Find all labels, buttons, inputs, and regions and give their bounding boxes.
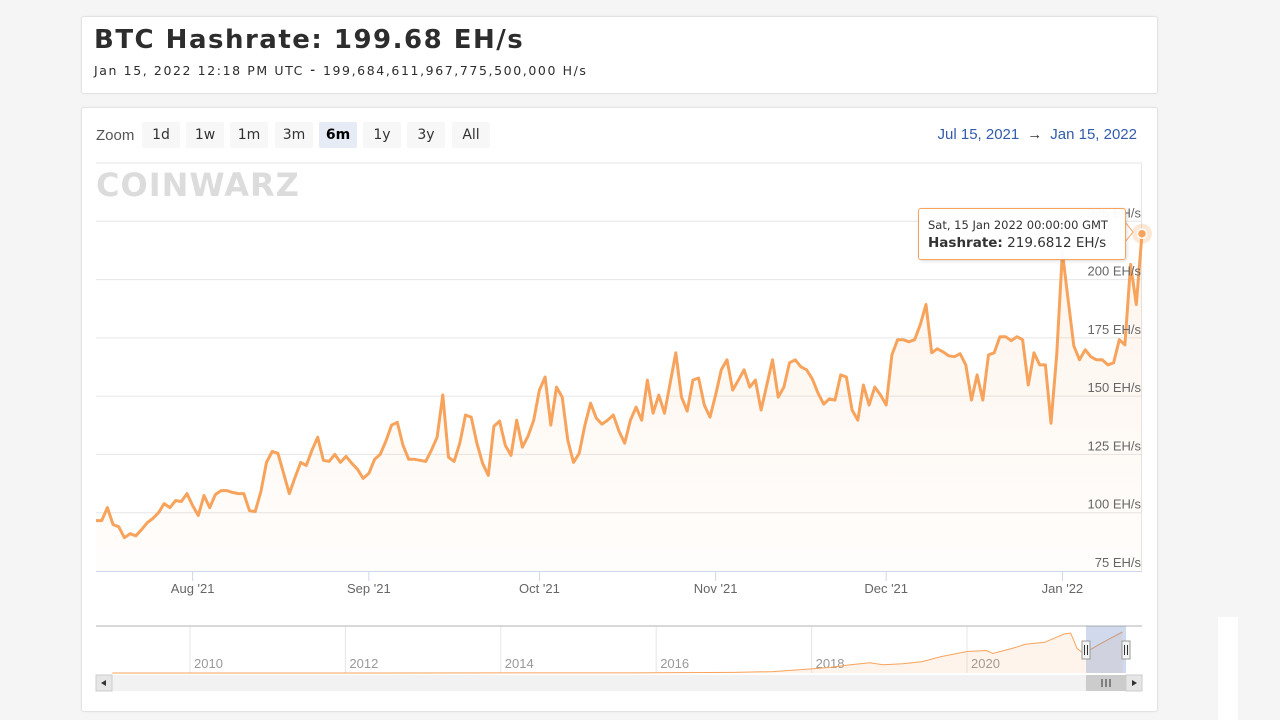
x-tick-label: Sep '21	[347, 581, 391, 596]
navigator-handle-left[interactable]	[1081, 640, 1091, 660]
tooltip-pointer	[1124, 221, 1134, 243]
navigator-area	[96, 632, 1123, 673]
x-tick-label: Nov '21	[694, 581, 738, 596]
x-tick-label: Jan '22	[1042, 581, 1084, 596]
range-button-3y[interactable]: 3y	[407, 122, 445, 148]
range-button-3m[interactable]: 3m	[275, 122, 313, 148]
decorative-shape	[1218, 617, 1238, 720]
x-tick-label: Dec '21	[864, 581, 908, 596]
range-button-1y[interactable]: 1y	[363, 122, 401, 148]
date-range: Jul 15, 2021 → Jan 15, 2022	[938, 126, 1137, 143]
range-to[interactable]: Jan 15, 2022	[1050, 126, 1137, 143]
navigator-tick-label: 2020	[971, 656, 1000, 671]
tooltip-series-label: Hashrate:	[928, 235, 1003, 251]
range-button-1d[interactable]: 1d	[142, 122, 180, 148]
scrollbar-track[interactable]	[96, 675, 1142, 691]
navigator-tick-label: 2016	[660, 656, 689, 671]
y-tick-label: 100 EH/s	[1088, 497, 1142, 512]
y-tick-label: 175 EH/s	[1088, 322, 1142, 337]
page-subtitle: Jan 15, 2022 12:18 PM UTC ⁃ 199,684,611,…	[94, 63, 588, 78]
tooltip: Sat, 15 Jan 2022 00:00:00 GMT Hashrate: …	[918, 208, 1126, 260]
range-button-6m[interactable]: 6m	[319, 122, 357, 148]
y-tick-label: 150 EH/s	[1088, 380, 1142, 395]
series-area	[96, 233, 1142, 571]
navigator-tick-label: 2010	[194, 656, 223, 671]
range-button-all[interactable]: All	[452, 122, 490, 148]
y-tick-label: 200 EH/s	[1088, 264, 1142, 279]
range-button-1m[interactable]: 1m	[230, 122, 268, 148]
navigator-tick-label: 2014	[505, 656, 534, 671]
navigator-line	[112, 631, 1123, 674]
zoom-label: Zoom	[96, 127, 135, 144]
series-line	[96, 233, 1144, 540]
range-button-1w[interactable]: 1w	[186, 122, 224, 148]
tooltip-value: 219.6812 EH/s	[1007, 235, 1107, 251]
y-tick-label: 125 EH/s	[1088, 438, 1142, 453]
navigator-tick-label: 2018	[816, 656, 845, 671]
arrow-right-icon	[1132, 680, 1137, 686]
hover-point-marker	[1136, 228, 1148, 239]
navigator-background	[96, 626, 1142, 673]
x-tick-label: Aug '21	[171, 581, 215, 596]
tooltip-date: Sat, 15 Jan 2022 00:00:00 GMT	[928, 218, 1108, 232]
arrow-left-icon	[101, 680, 106, 686]
arrow-right-icon: →	[1027, 126, 1043, 143]
navigator-tick-label: 2012	[349, 656, 378, 671]
y-tick-label: 75 EH/s	[1095, 555, 1142, 570]
x-tick-label: Oct '21	[519, 581, 560, 596]
page-title: BTC Hashrate: 199.68 EH/s	[94, 25, 525, 55]
navigator-selection[interactable]	[1086, 626, 1126, 673]
navigator-handle-right[interactable]	[1121, 640, 1131, 660]
range-from[interactable]: Jul 15, 2021	[937, 126, 1020, 143]
header-card: BTC Hashrate: 199.68 EH/s Jan 15, 2022 1…	[81, 16, 1158, 94]
coinwarz-watermark-logo: COINWARZ	[96, 166, 300, 204]
